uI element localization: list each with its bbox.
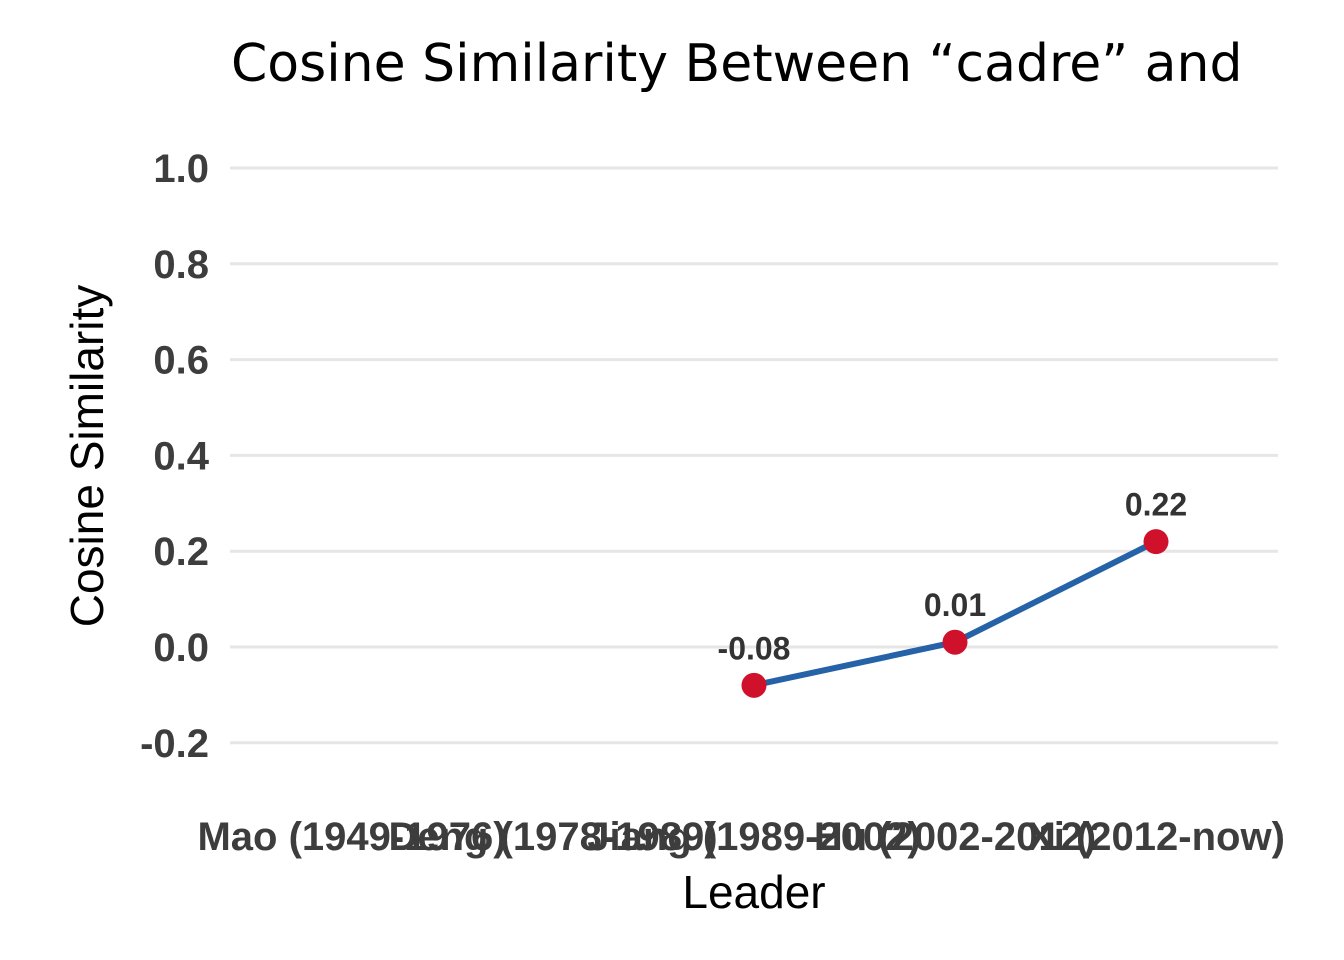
data-label: 0.01	[924, 587, 986, 623]
x-tick-label: Deng (1978-1989)	[388, 815, 717, 859]
y-tick-label: 1.0	[153, 147, 209, 191]
y-tick-label: 0.4	[153, 434, 209, 478]
y-axis-title: Cosine Similarity	[61, 285, 113, 628]
data-point	[1143, 529, 1169, 555]
y-tick-label: 0.0	[153, 626, 209, 670]
data-point	[741, 672, 767, 698]
data-point	[942, 629, 968, 655]
x-tick-label: Jiang (1989-2002)	[587, 815, 921, 859]
data-label: -0.08	[718, 630, 791, 666]
chart-title: Cosine Similarity Between “cadre” and	[231, 34, 1243, 94]
x-axis-title: Leader	[682, 866, 825, 918]
y-tick-label: 0.8	[153, 243, 209, 287]
y-tick-label: -0.2	[140, 722, 209, 766]
x-tick-label: Hu (2002-2012)	[814, 815, 1096, 859]
series: -0.08 0.01 0.22	[718, 487, 1187, 698]
data-label: 0.22	[1125, 487, 1187, 523]
x-axis-ticks: Mao (1949-1976)Deng (1978-1989)Jiang (19…	[197, 815, 1284, 859]
y-tick-label: 0.2	[153, 530, 209, 574]
x-tick-label: Xi (2012-now)	[1027, 815, 1285, 859]
y-axis-ticks: -0.2 0.0 0.2 0.4 0.6 0.8 1.0	[140, 147, 210, 766]
y-tick-label: 0.6	[153, 339, 209, 383]
gridlines	[230, 166, 1278, 745]
x-tick-label: Mao (1949-1976)	[197, 815, 506, 859]
